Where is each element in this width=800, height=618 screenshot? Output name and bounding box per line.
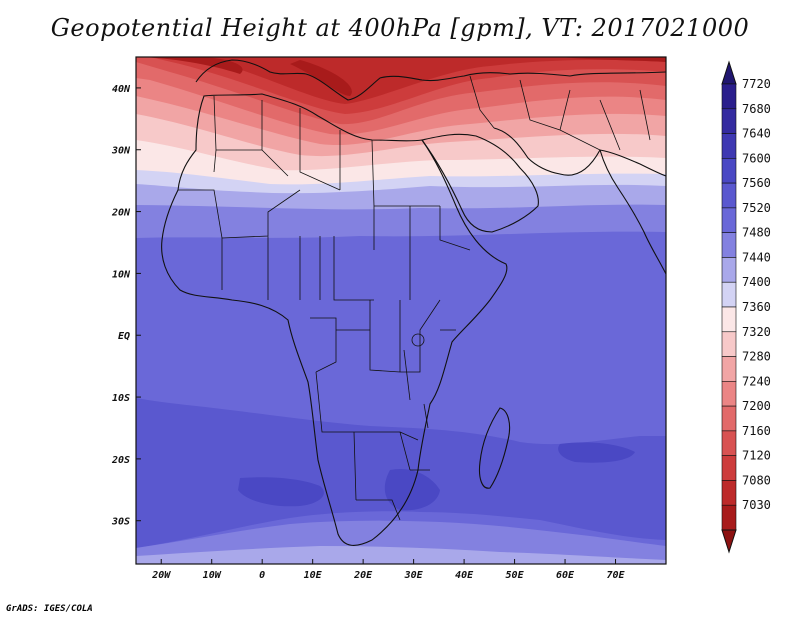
colorbar-swatch [721, 356, 737, 382]
height-field-7600 [238, 442, 635, 511]
colorbar-label: 7240 [742, 374, 771, 388]
lon-tick-label: 10W [203, 570, 222, 581]
colorbar-label: 7560 [742, 176, 771, 190]
lon-tick-label: 40E [455, 570, 474, 581]
lon-tick-label: 10E [304, 570, 323, 581]
height-field-7440-south [136, 546, 666, 564]
lon-tick-label: 20E [353, 570, 373, 581]
colorbar-label: 7360 [742, 300, 771, 314]
colorbar-label: 7680 [742, 102, 771, 116]
lat-tick-label: 20S [111, 455, 130, 466]
colorbar-swatch [721, 207, 737, 233]
lake-victoria [411, 333, 425, 347]
latitude-axis: 40N 30N 20N 10N EQ 10S 20S 30S [111, 84, 141, 528]
colorbar-label: 7440 [742, 250, 771, 264]
colorbar-label: 7160 [742, 424, 771, 438]
height-field-7080 [136, 57, 666, 104]
colorbar-label: 7640 [742, 127, 771, 141]
colorbar-label: 7720 [742, 77, 771, 91]
colorbar-label: 7280 [742, 350, 771, 364]
border-lines-west [178, 189, 374, 301]
colorbar-swatch [721, 133, 737, 159]
map-title: Geopotential Height at 400hPa [gpm], VT:… [50, 14, 750, 42]
europe-coastline [195, 59, 666, 101]
border-lines-central [310, 299, 456, 373]
colorbar-swatch [721, 83, 737, 110]
colorbar-swatch [721, 306, 737, 333]
border-lines-north [213, 95, 471, 300]
lakes [403, 333, 429, 429]
plot-frame [135, 56, 667, 565]
colorbar-swatch [721, 381, 737, 407]
colorbar-swatch [721, 158, 737, 184]
lat-tick-label: EQ [118, 331, 130, 342]
border-lines-south [315, 371, 430, 521]
colorbar-swatch [721, 331, 737, 357]
lon-tick-label: 70E [606, 570, 625, 581]
country-borders [178, 75, 651, 521]
lake-tanganyika [403, 349, 411, 401]
lon-tick-label: 20W [151, 570, 171, 581]
colorbar-label: 7200 [742, 399, 771, 413]
colorbar-swatch [721, 257, 737, 283]
colorbar: 7720 7680 7640 7600 7560 7520 7480 7440 7400 7360… [721, 60, 771, 554]
colorbar-label: 7480 [742, 226, 771, 240]
colorbar-swatch [721, 182, 737, 209]
lat-tick-label: 40N [112, 84, 131, 95]
colorbar-label: 7080 [742, 473, 771, 487]
lon-tick-label: 0 [259, 570, 265, 581]
colorbar-label: 7600 [742, 151, 771, 165]
colorbar-swatch [721, 455, 737, 481]
longitude-axis: 20W 10W 0 10E 20E 30E 40E 50E 60E 70E [151, 559, 626, 581]
colorbar-swatch [721, 232, 737, 258]
lon-tick-label: 60E [556, 570, 575, 581]
persian-gulf-coastline [493, 127, 601, 176]
colorbar-label: 7030 [742, 498, 771, 512]
coastlines [161, 59, 666, 546]
lake-malawi [423, 403, 429, 429]
colorbar-swatch [721, 281, 737, 308]
grads-credit: GrADS: IGES/COLA [6, 604, 93, 614]
colorbar-label: 7520 [742, 201, 771, 215]
madagascar-coastline [478, 407, 511, 489]
lat-tick-label: 30S [111, 517, 130, 528]
height-field-7030 [140, 57, 666, 96]
border-lines-asia [469, 75, 651, 151]
lat-tick-label: 30N [111, 146, 131, 157]
lat-tick-label: 10N [112, 269, 131, 280]
lon-tick-label: 50E [506, 570, 525, 581]
colorbar-swatch [721, 108, 737, 134]
colorbar-label: 7400 [742, 275, 771, 289]
map-plot-area [136, 57, 666, 564]
arabia-coastline [421, 133, 539, 233]
colorbar-swatch [721, 480, 737, 506]
colorbar-label: 7320 [742, 325, 771, 339]
africa-coastline [161, 93, 508, 546]
colorbar-bottom-arrow [721, 529, 737, 554]
colorbar-swatch [721, 430, 737, 456]
colorbar-swatch [721, 405, 737, 432]
lon-tick-label: 30E [404, 570, 424, 581]
colorbar-label: 7120 [742, 449, 771, 463]
colorbar-top-arrow [721, 60, 737, 85]
lat-tick-label: 10S [112, 393, 130, 404]
colorbar-swatch [721, 504, 737, 531]
india-coastline [599, 149, 666, 275]
lat-tick-label: 20N [111, 208, 131, 219]
